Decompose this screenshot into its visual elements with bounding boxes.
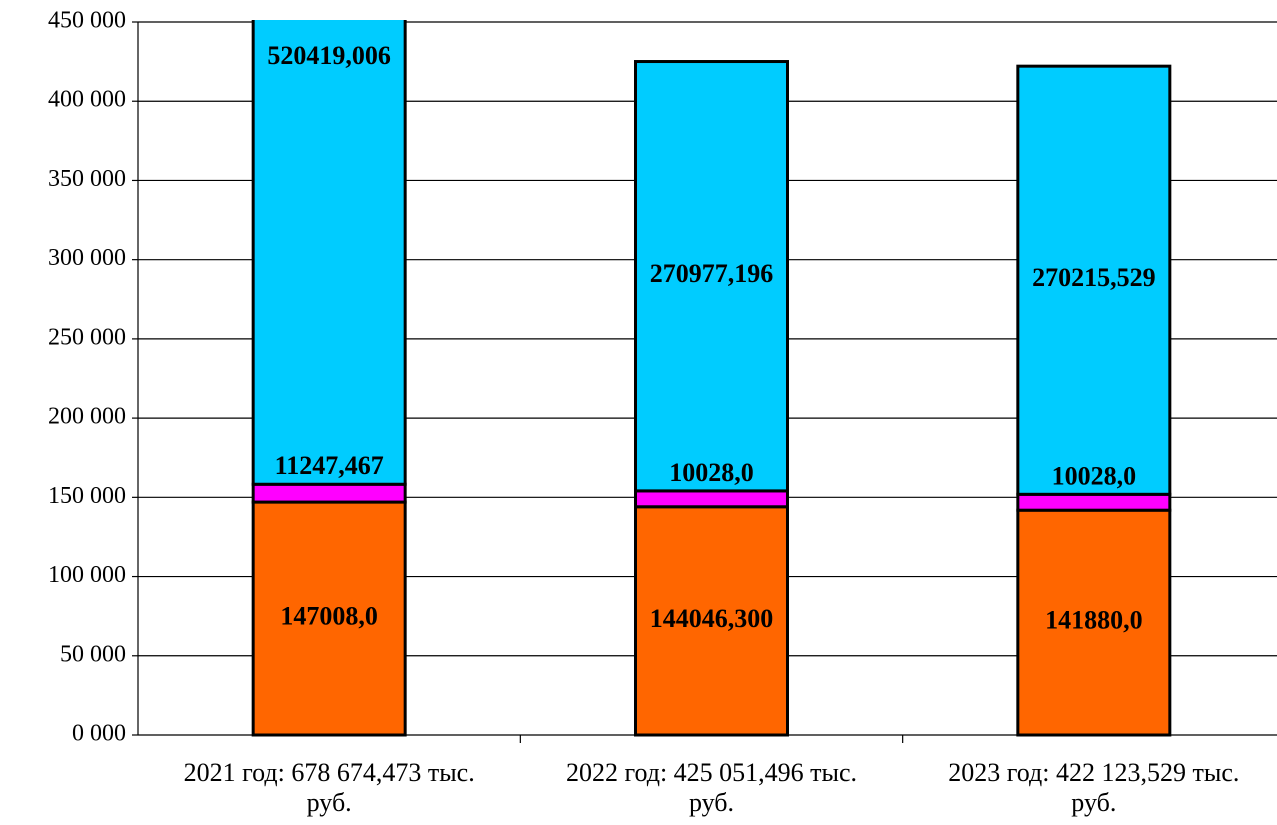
y-tick-label: 50 000 <box>60 641 126 667</box>
y-tick-label: 350 000 <box>48 166 126 192</box>
bar-segment <box>1016 508 1172 737</box>
bars <box>251 20 1172 737</box>
value-label: 11247,467 <box>275 451 384 480</box>
x-tick-label: 2023 год: 422 123,529 тыс. руб. <box>948 758 1240 817</box>
value-label: 10028,0 <box>1052 461 1137 490</box>
y-tick-label: 250 000 <box>48 324 126 350</box>
bar-segment <box>634 60 789 493</box>
value-label: 520419,006 <box>267 41 391 70</box>
y-tick-label: 300 000 <box>48 245 126 271</box>
x-tick-label: 2021 год: 678 674,473 тыс. руб. <box>183 758 475 817</box>
bar-segment <box>1016 492 1172 512</box>
value-label: 141880,0 <box>1045 606 1143 635</box>
y-tick-label: 400 000 <box>48 87 126 113</box>
y-tick-label: 0 000 <box>72 721 126 747</box>
y-tick-label: 450 000 <box>48 8 126 34</box>
y-tick-label: 200 000 <box>48 404 126 430</box>
bar-segment <box>251 500 407 737</box>
value-label: 144046,300 <box>650 604 774 633</box>
value-label: 270215,529 <box>1032 263 1156 292</box>
y-tick-label: 150 000 <box>48 483 126 509</box>
value-label: 147008,0 <box>280 602 378 631</box>
value-label: 270977,196 <box>650 259 774 288</box>
bar-segment <box>634 505 789 737</box>
x-tick-label: 2022 год: 425 051,496 тыс. руб. <box>565 758 858 817</box>
bar-segment <box>251 20 407 486</box>
bar-segment <box>634 489 789 509</box>
bar-segment <box>251 482 407 504</box>
bar-segment <box>1016 64 1172 496</box>
value-label: 10028,0 <box>669 458 754 487</box>
y-tick-label: 100 000 <box>48 562 126 588</box>
